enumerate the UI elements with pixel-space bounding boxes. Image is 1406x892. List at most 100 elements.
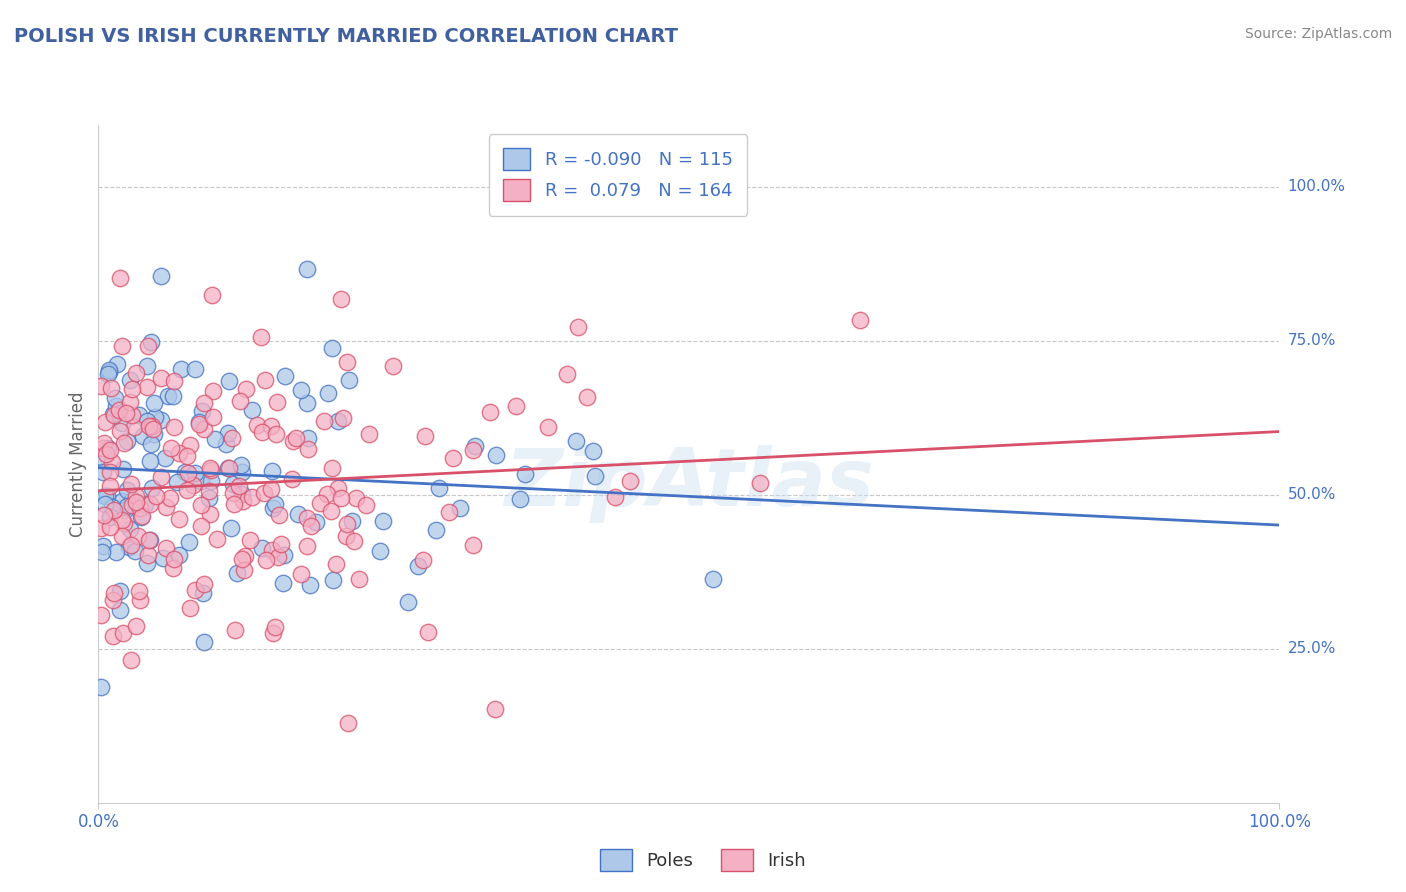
Y-axis label: Currently Married: Currently Married <box>69 391 87 537</box>
Point <box>93 508 115 523</box>
Point <box>118 373 141 387</box>
Point <box>295 510 318 524</box>
Point <box>138 418 160 433</box>
Point <box>91 545 114 559</box>
Point <box>166 475 188 490</box>
Point <box>98 363 121 377</box>
Point <box>316 386 339 401</box>
Point <box>416 624 439 639</box>
Point <box>179 438 201 452</box>
Point <box>111 339 134 353</box>
Point <box>135 414 157 428</box>
Point <box>138 339 160 353</box>
Point <box>162 560 184 574</box>
Point <box>90 378 112 392</box>
Point <box>136 548 159 562</box>
Point <box>125 489 148 503</box>
Point <box>464 439 486 453</box>
Point <box>308 496 330 510</box>
Point <box>218 461 240 475</box>
Point <box>200 507 222 521</box>
Point <box>143 426 166 441</box>
Point <box>176 483 198 497</box>
Point <box>97 368 120 382</box>
Point <box>221 477 243 491</box>
Point <box>335 529 357 543</box>
Point <box>264 497 287 511</box>
Point <box>90 680 112 694</box>
Point <box>357 427 380 442</box>
Point <box>198 461 221 475</box>
Point <box>143 396 166 410</box>
Point <box>190 519 212 533</box>
Point <box>98 465 121 479</box>
Point <box>218 374 240 388</box>
Point <box>125 366 148 380</box>
Point <box>266 395 288 409</box>
Point <box>347 573 370 587</box>
Point <box>536 419 558 434</box>
Point <box>110 424 132 438</box>
Point <box>101 629 124 643</box>
Point <box>138 533 160 547</box>
Point <box>321 460 343 475</box>
Point <box>108 603 131 617</box>
Point <box>513 467 536 481</box>
Point <box>100 381 122 395</box>
Point <box>262 501 284 516</box>
Point <box>576 390 599 404</box>
Point <box>177 534 200 549</box>
Point <box>97 442 120 456</box>
Point <box>124 544 146 558</box>
Point <box>427 481 450 495</box>
Point <box>297 261 319 276</box>
Point <box>115 483 138 497</box>
Point <box>274 369 297 384</box>
Point <box>449 501 471 516</box>
Point <box>121 498 143 512</box>
Point <box>254 552 277 566</box>
Point <box>437 505 460 519</box>
Point <box>583 468 606 483</box>
Point <box>193 635 215 649</box>
Point <box>190 474 212 488</box>
Point <box>198 491 221 505</box>
Point <box>129 509 152 524</box>
Point <box>322 573 344 587</box>
Point <box>201 287 224 301</box>
Point <box>149 370 172 384</box>
Point <box>205 532 228 546</box>
Point <box>108 584 131 599</box>
Point <box>118 541 141 555</box>
Point <box>120 653 142 667</box>
Point <box>396 595 419 609</box>
Point <box>114 406 136 420</box>
Point <box>169 362 191 376</box>
Point <box>98 443 121 458</box>
Point <box>328 481 350 495</box>
Point <box>141 437 163 451</box>
Point <box>297 431 319 445</box>
Point <box>222 485 245 500</box>
Point <box>163 374 186 388</box>
Point <box>179 600 201 615</box>
Point <box>129 593 152 607</box>
Point <box>228 479 250 493</box>
Point <box>200 474 222 488</box>
Point <box>121 383 143 397</box>
Point <box>100 500 122 514</box>
Point <box>235 382 257 396</box>
Point <box>233 549 256 564</box>
Point <box>121 409 143 423</box>
Point <box>567 320 589 334</box>
Point <box>117 499 139 513</box>
Point <box>162 419 184 434</box>
Point <box>217 425 239 440</box>
Point <box>406 559 429 574</box>
Point <box>250 425 273 439</box>
Point <box>849 313 872 327</box>
Point <box>177 467 200 481</box>
Point <box>245 417 267 432</box>
Point <box>312 414 335 428</box>
Point <box>125 495 148 509</box>
